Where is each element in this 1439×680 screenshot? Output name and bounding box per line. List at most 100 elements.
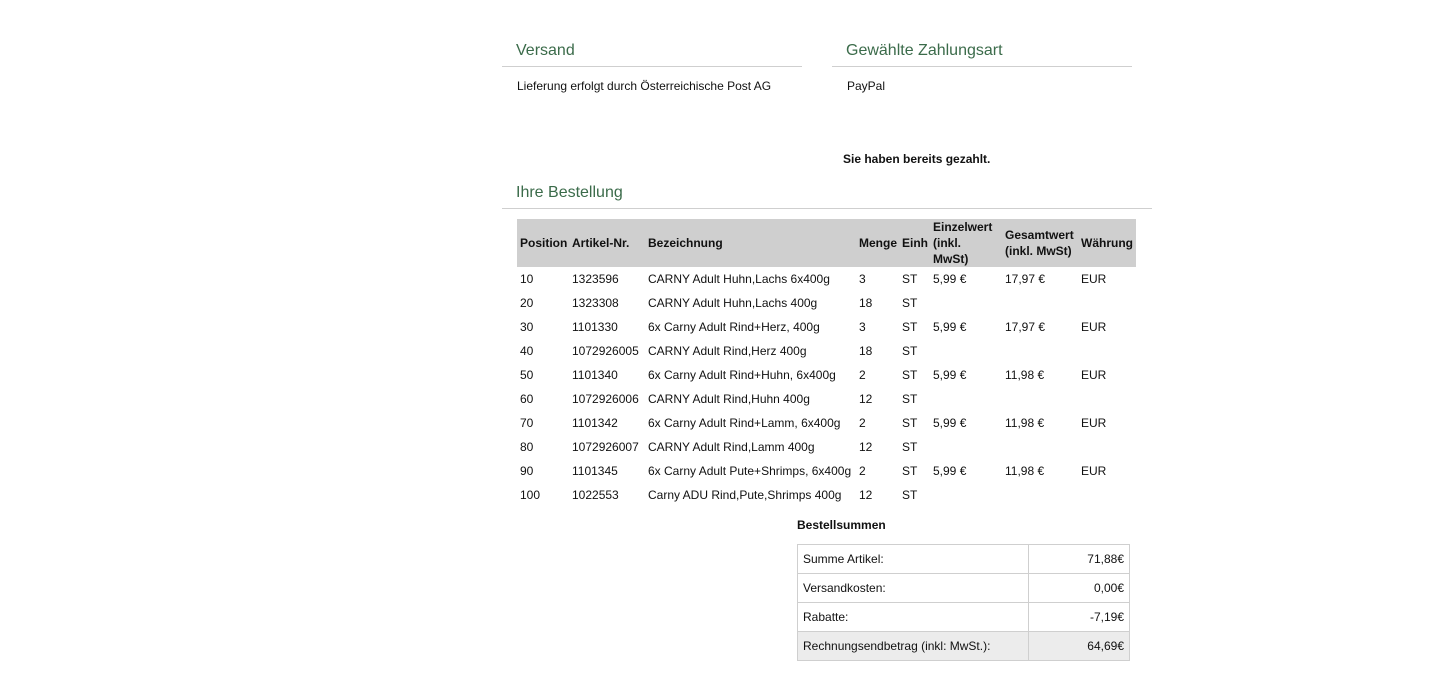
table-row: 90 1101345 6x Carny Adult Pute+Shrimps, 6x… — [517, 459, 1136, 483]
totals-label: Versandkosten: — [797, 573, 1029, 603]
table-row: 50 1101340 6x Carny Adult Rind+Huhn, 6x400… — [517, 363, 1136, 387]
totals-value: 0,00€ — [1028, 573, 1130, 603]
cell-position: 80 — [520, 440, 534, 454]
table-row: 80 1072926007 CARNY Adult Rind,Lamm 400g 12… — [517, 435, 1136, 459]
totals-row: Versandkosten: 0,00€ — [797, 573, 1130, 603]
cell-total-price: 11,98 € — [1005, 368, 1045, 382]
col-total-line2: (inkl. MwSt) — [1005, 244, 1072, 258]
cell-quantity: 2 — [859, 368, 866, 382]
cell-position: 100 — [520, 488, 541, 502]
cell-currency: EUR — [1081, 272, 1107, 286]
cell-article-number: 1101342 — [572, 416, 618, 430]
totals-label: Rabatte: — [797, 602, 1029, 632]
cell-currency — [1078, 483, 1136, 507]
cell-position: 60 — [520, 392, 534, 406]
totals-row: Rabatte: -7,19€ — [797, 602, 1130, 632]
cell-description: CARNY Adult Huhn,Lachs 400g — [648, 296, 818, 310]
table-row: 20 1323308 CARNY Adult Huhn,Lachs 400g 18 ST — [517, 291, 1136, 315]
cell-position: 50 — [520, 368, 534, 382]
cell-unit-price: 5,99 € — [933, 368, 967, 382]
cell-article-number: 1022553 — [572, 488, 619, 502]
cell-position: 40 — [520, 344, 534, 358]
cell-unit-price — [930, 387, 1002, 411]
cell-position: 10 — [520, 272, 534, 286]
cell-article-number: 1101345 — [572, 464, 618, 478]
cell-description: 6x Carny Adult Rind+Herz, 400g — [648, 320, 820, 334]
cell-unit: ST — [902, 392, 918, 406]
shipping-text: Lieferung erfolgt durch Österreichische … — [517, 79, 772, 93]
cell-currency — [1078, 387, 1136, 411]
cell-currency: EUR — [1081, 416, 1107, 430]
col-unit-price-line1: Einzelwert — [933, 220, 993, 234]
cell-article-number: 1072926005 — [572, 344, 639, 358]
cell-description: CARNY Adult Rind,Huhn 400g — [648, 392, 810, 406]
totals-value: 71,88€ — [1028, 544, 1130, 574]
cell-quantity: 18 — [859, 344, 873, 358]
cell-position: 90 — [520, 464, 534, 478]
totals-row: Summe Artikel: 71,88€ — [797, 544, 1130, 574]
cell-total-price — [1002, 435, 1078, 459]
order-title: Ihre Bestellung — [516, 184, 623, 201]
payment-status: Sie haben bereits gezahlt. — [843, 152, 991, 166]
divider — [502, 66, 802, 67]
cell-unit-price: 5,99 € — [933, 272, 967, 286]
cell-total-price — [1002, 339, 1078, 363]
divider — [832, 66, 1132, 67]
cell-quantity: 2 — [859, 464, 866, 478]
cell-unit-price — [930, 291, 1002, 315]
totals-table: Summe Artikel: 71,88€ Versandkosten: 0,00€ R… — [797, 544, 1130, 661]
cell-currency: EUR — [1081, 464, 1107, 478]
payment-title: Gewählte Zahlungsart — [846, 42, 1003, 59]
cell-currency — [1078, 339, 1136, 363]
col-position: Position — [517, 219, 569, 267]
cell-description: Carny ADU Rind,Pute,Shrimps 400g — [648, 488, 842, 502]
cell-description: CARNY Adult Rind,Lamm 400g — [648, 440, 815, 454]
cell-total-price: 17,97 € — [1005, 272, 1046, 286]
totals-row: Rechnungsendbetrag (inkl: MwSt.): 64,69€ — [797, 631, 1130, 661]
cell-quantity: 12 — [859, 488, 873, 502]
cell-description: 6x Carny Adult Rind+Huhn, 6x400g — [648, 368, 836, 382]
cell-total-price: 11,98 € — [1005, 416, 1045, 430]
shipping-title: Versand — [516, 42, 575, 59]
cell-description: CARNY Adult Rind,Herz 400g — [648, 344, 807, 358]
cell-unit-price — [930, 435, 1002, 459]
cell-quantity: 2 — [859, 416, 866, 430]
cell-total-price: 11,98 € — [1005, 464, 1045, 478]
cell-position: 30 — [520, 320, 534, 334]
cell-description: 6x Carny Adult Rind+Lamm, 6x400g — [648, 416, 841, 430]
cell-position: 20 — [520, 296, 534, 310]
cell-quantity: 3 — [859, 320, 866, 334]
cell-unit-price — [930, 339, 1002, 363]
totals-value: -7,19€ — [1028, 602, 1130, 632]
col-qty: Menge — [856, 219, 899, 267]
cell-quantity: 3 — [859, 272, 866, 286]
totals-label: Summe Artikel: — [797, 544, 1029, 574]
cell-article-number: 1101340 — [572, 368, 618, 382]
cell-unit: ST — [902, 320, 918, 334]
totals-label: Rechnungsendbetrag (inkl: MwSt.): — [797, 631, 1029, 661]
cell-total-price — [1002, 483, 1078, 507]
table-row: 100 1022553 Carny ADU Rind,Pute,Shrimps 40… — [517, 483, 1136, 507]
col-currency: Währung — [1078, 219, 1136, 267]
cell-unit: ST — [902, 272, 918, 286]
cell-quantity: 12 — [859, 392, 873, 406]
divider — [502, 208, 1152, 209]
cell-description: CARNY Adult Huhn,Lachs 6x400g — [648, 272, 830, 286]
table-row: 60 1072926006 CARNY Adult Rind,Huhn 400g 12… — [517, 387, 1136, 411]
col-unit-price: Einzelwert (inkl. MwSt) — [930, 219, 1002, 267]
col-unit-price-line2: (inkl. MwSt) — [933, 236, 969, 266]
cell-article-number: 1072926007 — [572, 440, 639, 454]
cell-unit: ST — [902, 464, 918, 478]
table-row: 30 1101330 6x Carny Adult Rind+Herz, 400g 3… — [517, 315, 1136, 339]
cell-currency: EUR — [1081, 320, 1107, 334]
cell-unit: ST — [902, 488, 918, 502]
cell-position: 70 — [520, 416, 534, 430]
col-total: Gesamtwert (inkl. MwSt) — [1002, 219, 1078, 267]
cell-currency: EUR — [1081, 368, 1107, 382]
col-total-line1: Gesamtwert — [1005, 228, 1074, 242]
cell-article-number: 1323308 — [572, 296, 619, 310]
cell-unit-price: 5,99 € — [933, 320, 967, 334]
table-row: 70 1101342 6x Carny Adult Rind+Lamm, 6x400… — [517, 411, 1136, 435]
col-article: Artikel-Nr. — [569, 219, 645, 267]
cell-unit-price: 5,99 € — [933, 464, 967, 478]
